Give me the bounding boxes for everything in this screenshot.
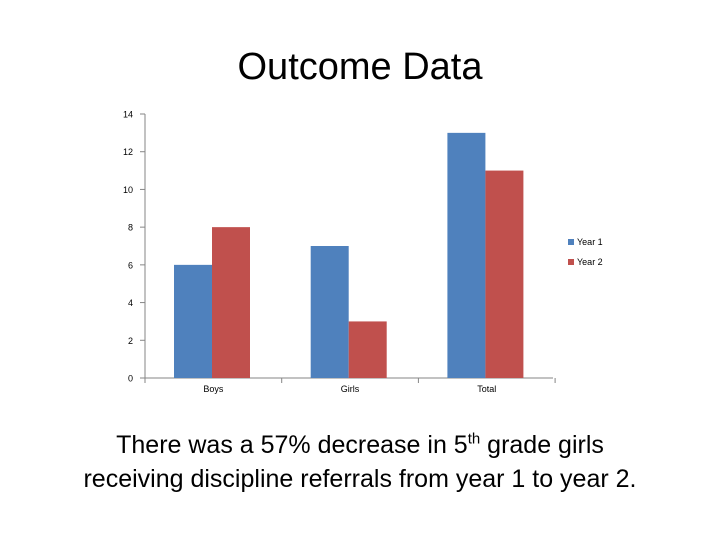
caption-line1-end: grade girls — [480, 431, 604, 459]
legend-swatch — [568, 259, 574, 265]
caption-line2-text: receiving discipline referrals from year… — [83, 465, 637, 493]
legend: Year 1 Year 2 — [568, 237, 603, 267]
bar-year-2-boys — [212, 227, 250, 378]
bar-year-1-total — [447, 132, 486, 378]
y-tick-label: 4 — [128, 298, 133, 308]
y-tick-label: 0 — [128, 374, 133, 384]
bar-year-1-boys — [174, 264, 212, 378]
bar-year-2-girls — [348, 321, 387, 378]
x-axis: Boys Girls Total — [144, 377, 556, 394]
bar-year-1-girls — [310, 246, 349, 378]
x-tick-label: Girls — [341, 384, 360, 394]
y-tick-label: 10 — [123, 185, 133, 195]
bar-year-2-total — [485, 170, 524, 378]
slide-title: Outcome Data — [237, 46, 483, 88]
caption-line1-text: There was a 57% decrease in 5 — [116, 431, 468, 459]
legend-label: Year 1 — [577, 237, 603, 247]
caption-superscript: th — [467, 430, 481, 448]
y-axis: 0 2 4 6 8 10 12 14 — [123, 110, 146, 384]
bars — [174, 132, 524, 378]
legend-label: Year 2 — [577, 257, 603, 267]
y-tick-label: 6 — [128, 260, 133, 270]
y-tick-label: 8 — [128, 223, 133, 233]
y-tick-label: 2 — [128, 336, 133, 346]
x-tick-label: Total — [477, 384, 496, 394]
legend-swatch — [568, 239, 574, 245]
slide-caption: There was a 57% decrease in 5th grade gi… — [0, 428, 720, 496]
x-tick-label: Boys — [203, 384, 224, 394]
y-tick-label: 12 — [123, 147, 133, 157]
y-tick-label: 14 — [123, 110, 133, 120]
